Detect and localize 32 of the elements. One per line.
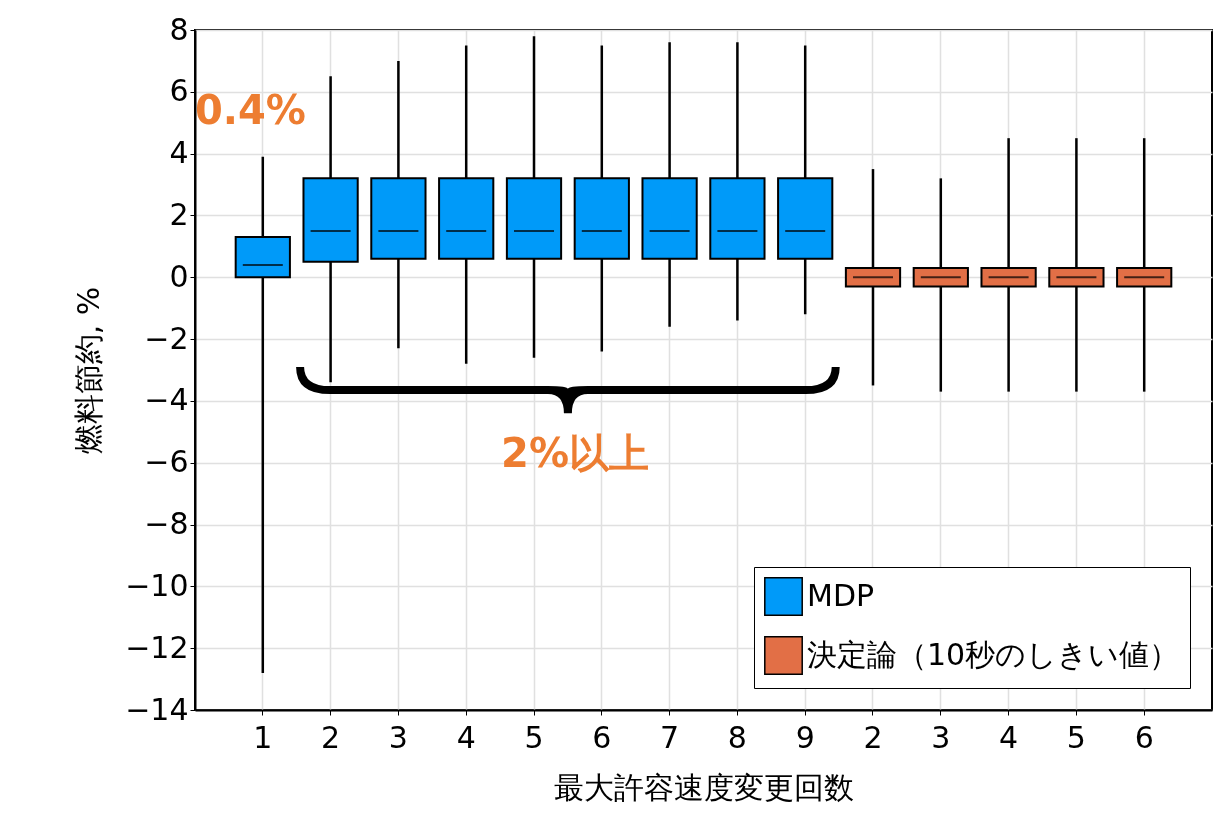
annotation: 0.4% <box>195 87 306 133</box>
y-tick-label: −6 <box>144 444 189 480</box>
y-tick-label: 6 <box>169 73 189 109</box>
x-tick-label: 3 <box>388 719 408 755</box>
y-axis-title: 燃料節約, % <box>71 286 107 455</box>
x-tick-label: 4 <box>456 719 476 755</box>
legend-label: 決定論（10秒のしきい値） <box>807 636 1180 672</box>
x-axis-title: 最大許容速度変更回数 <box>554 769 854 805</box>
y-tick-label: −2 <box>144 320 189 356</box>
x-tick-label: 2 <box>321 719 341 755</box>
y-tick-label: −12 <box>125 629 189 665</box>
x-tick-label: 5 <box>1066 719 1086 755</box>
y-tick-label: −8 <box>144 506 189 542</box>
y-tick-label: −10 <box>125 567 189 603</box>
x-tick-label: 6 <box>1134 719 1154 755</box>
x-tick-label: 4 <box>999 719 1019 755</box>
y-tick-label: −14 <box>125 691 189 727</box>
y-tick-label: 8 <box>169 11 189 47</box>
x-tick-label: 3 <box>931 719 951 755</box>
x-tick-label: 1 <box>253 719 273 755</box>
x-tick-label: 7 <box>660 719 680 755</box>
y-tick-label: 4 <box>169 135 189 171</box>
annotation: 2%以上 <box>501 430 649 476</box>
x-tick-label: 6 <box>592 719 612 755</box>
x-tick-label: 2 <box>863 719 883 755</box>
y-tick-label: −4 <box>144 382 189 418</box>
x-tick-label: 9 <box>795 719 815 755</box>
legend-label: MDP <box>807 577 875 613</box>
x-tick-label: 5 <box>524 719 544 755</box>
y-tick-label: 0 <box>169 258 189 294</box>
x-tick-label: 8 <box>727 719 747 755</box>
y-tick-label: 2 <box>169 196 189 232</box>
